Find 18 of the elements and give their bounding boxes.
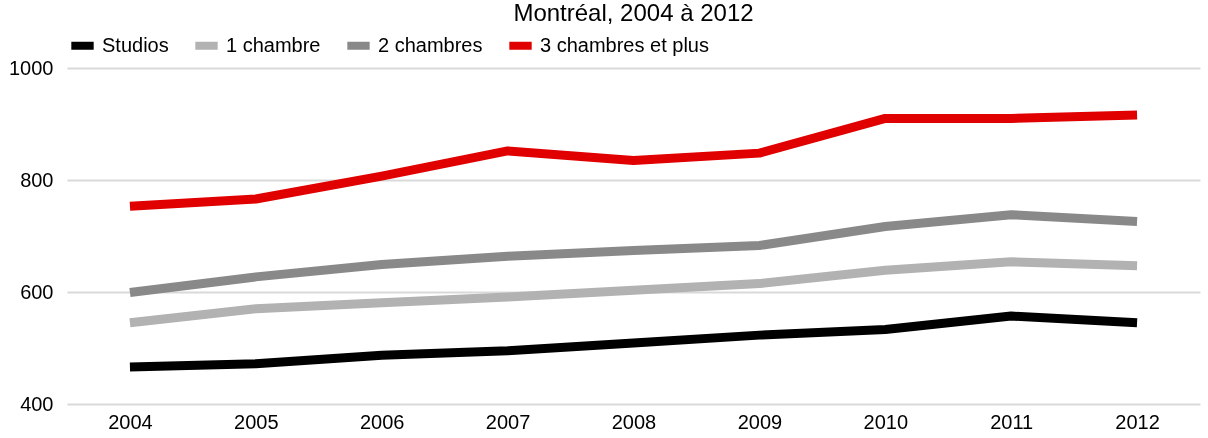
legend-label: 2 chambres <box>378 33 483 56</box>
y-tick-label: 400 <box>20 392 54 415</box>
y-tick-label: 800 <box>20 168 54 191</box>
x-tick-label: 2006 <box>359 410 405 433</box>
y-tick-label: 600 <box>20 280 54 303</box>
x-tick-label: 2011 <box>990 410 1034 433</box>
chart-title: Montréal, 2004 à 2012 <box>513 0 754 26</box>
x-tick-label: 2004 <box>108 410 153 433</box>
legend-label: 1 chambre <box>226 33 321 56</box>
x-tick-label: 2008 <box>611 410 657 433</box>
x-tick-label: 2010 <box>863 410 909 433</box>
x-tick-label: 2005 <box>234 410 279 433</box>
y-tick-label: 1000 <box>9 56 54 79</box>
x-tick-label: 2012 <box>1115 410 1160 433</box>
legend-label: Studios <box>102 33 169 56</box>
legend-label: 3 chambres et plus <box>540 33 709 56</box>
x-tick-label: 2009 <box>737 410 783 433</box>
x-tick-label: 2007 <box>485 410 531 433</box>
